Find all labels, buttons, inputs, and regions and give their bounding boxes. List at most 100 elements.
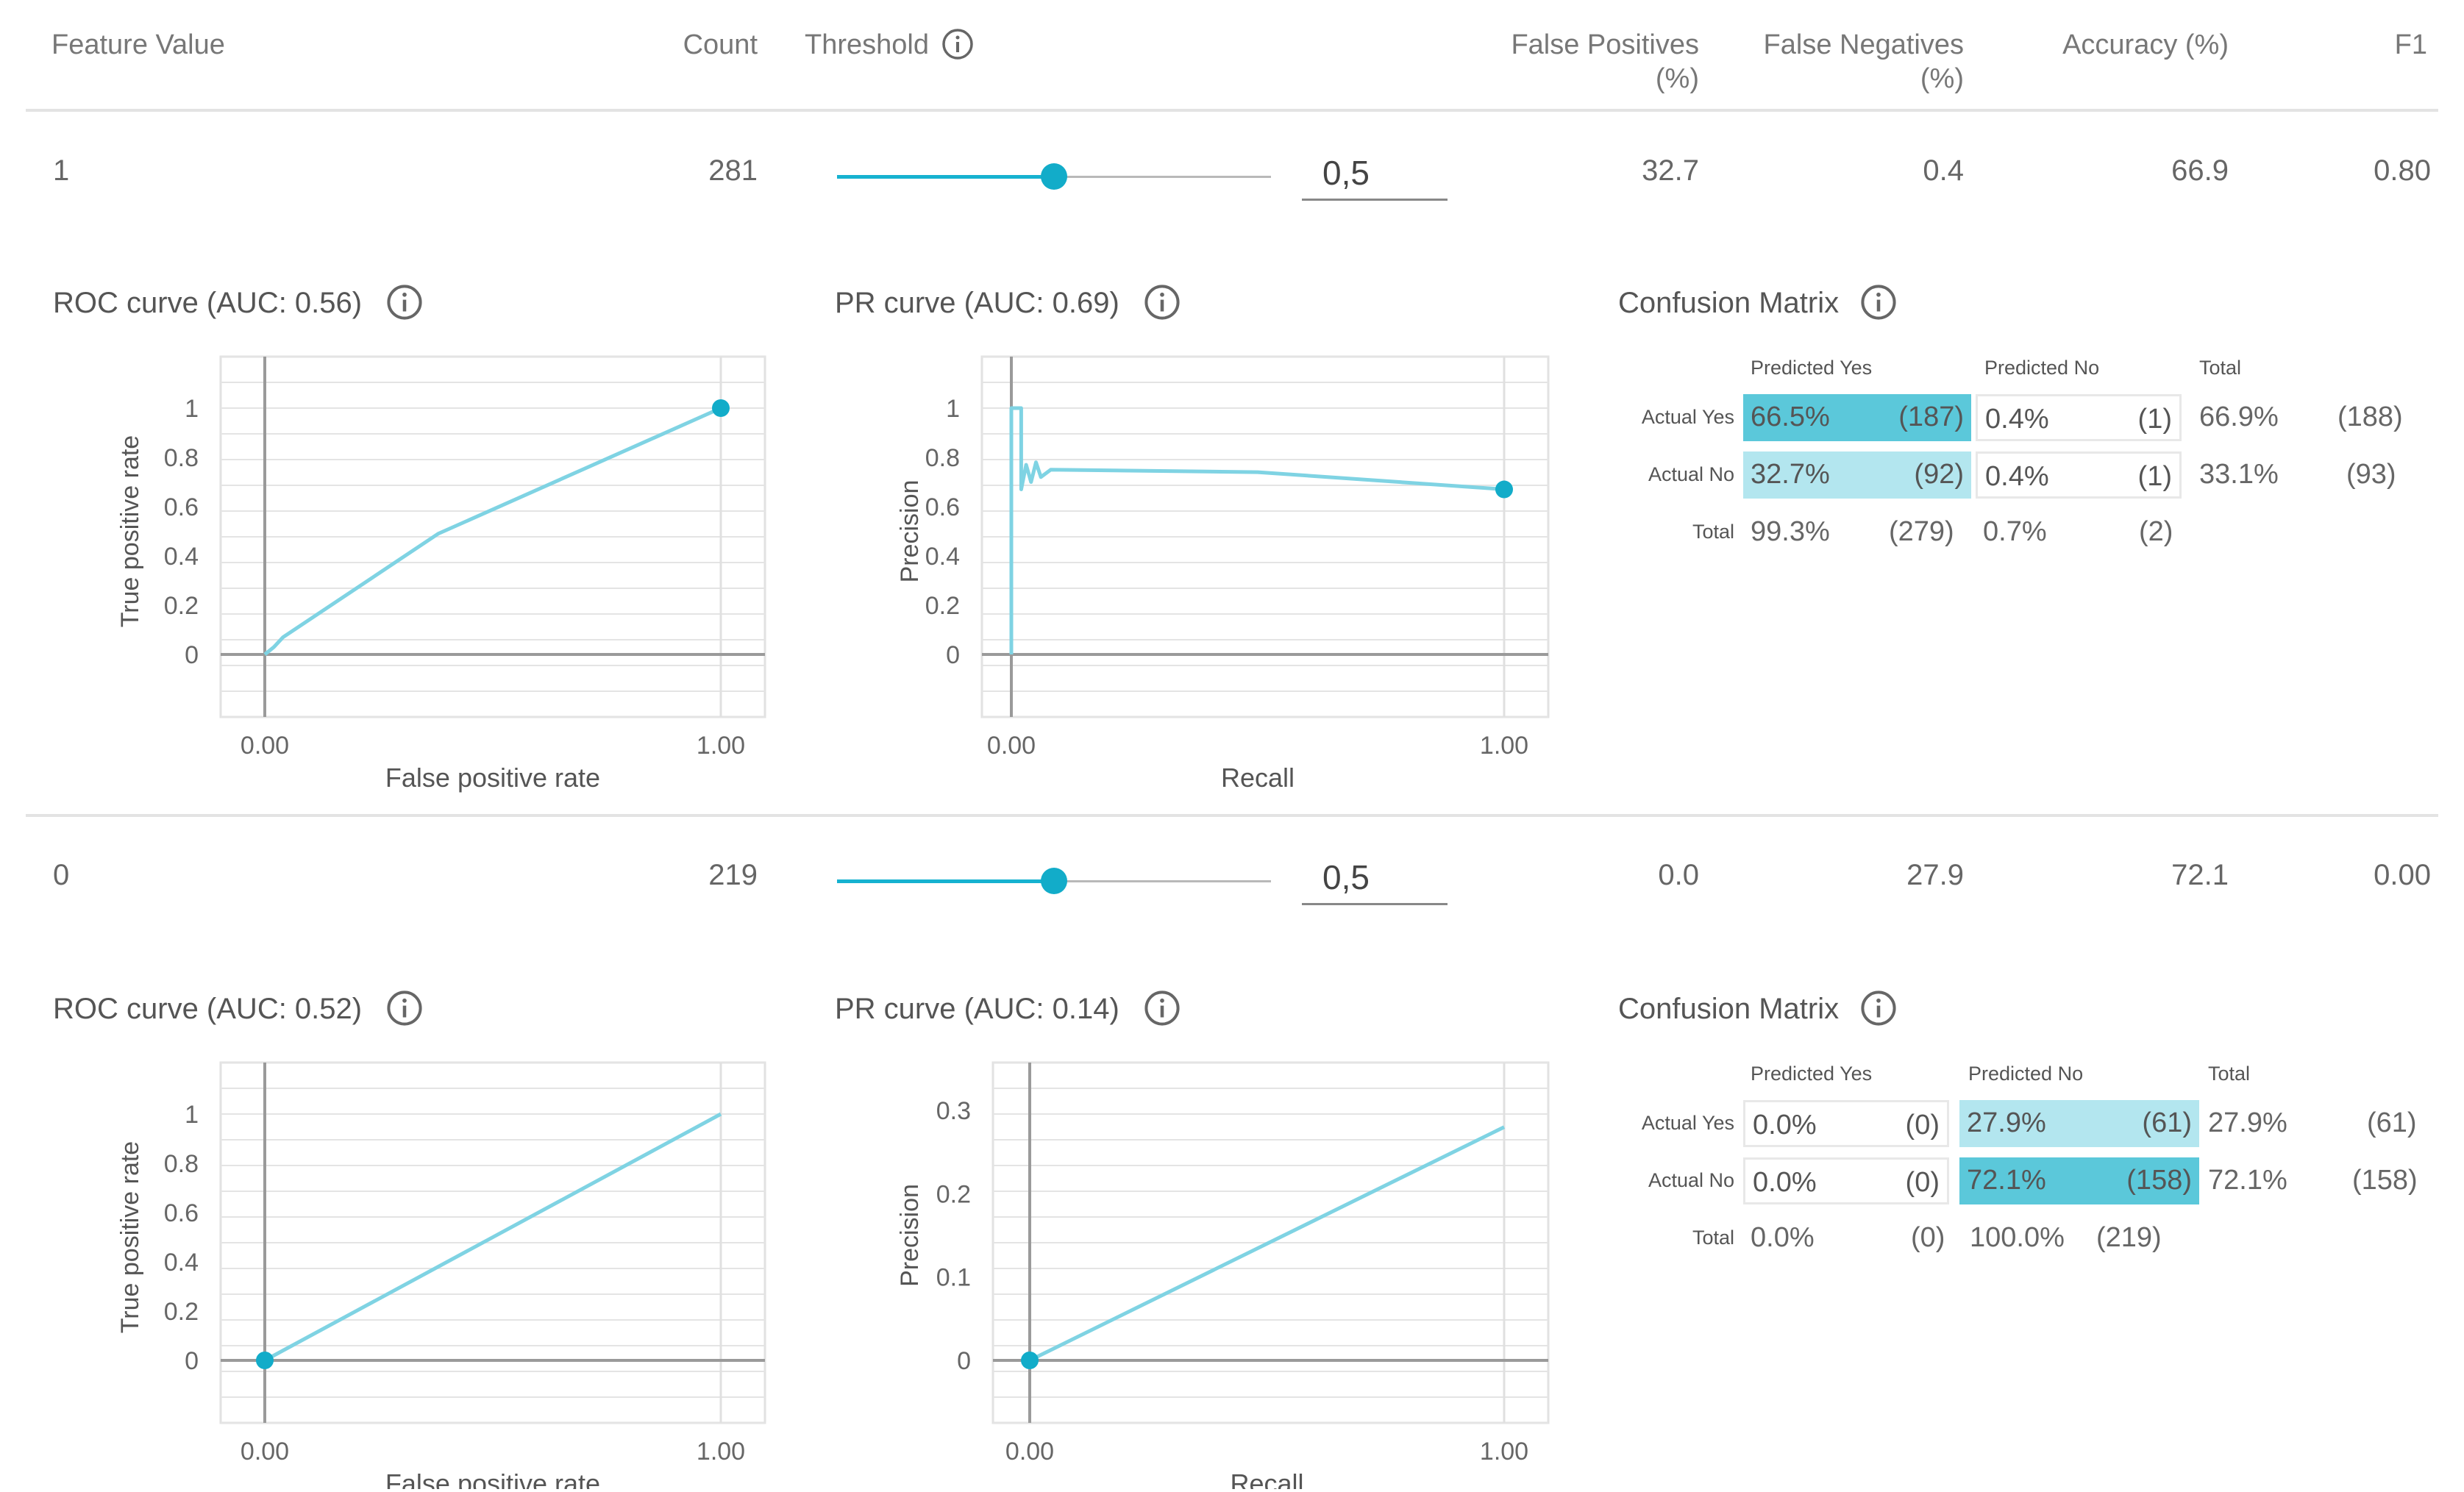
info-icon[interactable] <box>1144 990 1181 1027</box>
header-false-positives-l1: False Positives <box>1511 29 1699 60</box>
cm-cell: 0.4% (1) <box>1976 451 2182 499</box>
y-tick-label: 0.4 <box>164 1249 199 1277</box>
pr-curve-title: PR curve (AUC: 0.14) <box>835 990 1181 1027</box>
cm-row-label: Total <box>1692 521 1734 543</box>
info-icon[interactable] <box>1860 284 1897 321</box>
row-f1: 0.00 <box>2374 859 2431 891</box>
cm-row-label: Total <box>1692 1227 1734 1249</box>
cm-cell-count: (1) <box>2137 461 2172 492</box>
curve-line <box>263 406 722 656</box>
y-tick-label: 0 <box>185 1347 199 1375</box>
header-false-positives: False Positives (%) <box>1412 28 1699 96</box>
y-tick-label: 0 <box>957 1347 971 1375</box>
y-tick-label: 0.8 <box>925 444 960 472</box>
cm-total-pct: 72.1% <box>2208 1165 2287 1196</box>
x-tick-label: 1.00 <box>1480 1438 1528 1466</box>
cm-cell: 66.5% (187) <box>1743 394 1971 441</box>
info-icon[interactable] <box>1144 284 1181 321</box>
cm-col-header: Total <box>2208 1063 2251 1085</box>
y-tick-label: 0 <box>185 641 199 669</box>
y-axis-label: True positive rate <box>116 435 144 627</box>
x-tick-label: 0.00 <box>987 732 1036 760</box>
threshold-slider[interactable] <box>837 154 1271 199</box>
x-axis-label: Recall <box>1230 1468 1303 1489</box>
y-tick-label: 0.6 <box>925 493 960 521</box>
confusion-matrix-title-text: Confusion Matrix <box>1618 993 1840 1025</box>
row-false-positives: 0.0 <box>1658 859 1699 891</box>
y-tick-label: 0.2 <box>936 1180 971 1208</box>
header-false-positives-l2: (%) <box>1655 63 1699 94</box>
header-false-negatives-l1: False Negatives <box>1763 29 1964 60</box>
header-threshold: Threshold <box>805 28 974 62</box>
y-tick-label: 0.6 <box>164 493 199 521</box>
cm-total-pct: 33.1% <box>2199 459 2279 490</box>
y-tick-label: 0.3 <box>936 1097 971 1125</box>
cm-cell-count: (0) <box>1905 1167 1940 1198</box>
cm-total-count: (61) <box>2367 1107 2417 1138</box>
cm-row-label: Actual Yes <box>1641 1112 1734 1134</box>
x-tick-label: 0.00 <box>1005 1438 1054 1466</box>
cm-total-pct: 66.9% <box>2199 401 2279 432</box>
cm-cell: 27.9% (61) <box>1959 1100 2199 1147</box>
info-icon[interactable] <box>941 28 974 60</box>
slider-knob[interactable] <box>1041 868 1067 894</box>
threshold-slider[interactable] <box>837 859 1271 903</box>
roc-curve-title-text: ROC curve (AUC: 0.52) <box>53 993 363 1025</box>
threshold-point <box>712 399 730 417</box>
confusion-matrix: Predicted Yes Predicted No Total Actual … <box>1611 353 2442 574</box>
cm-cell-count: (1) <box>2137 404 2172 435</box>
x-axis-label: Recall <box>1221 763 1295 793</box>
cm-cell-count: (0) <box>1905 1110 1940 1141</box>
confusion-matrix-title: Confusion Matrix <box>1618 284 1897 321</box>
cm-cell: 72.1% (158) <box>1959 1157 2199 1204</box>
cm-cell: 32.7% (92) <box>1743 451 1971 499</box>
threshold-point <box>1495 480 1513 499</box>
curve-line <box>1009 406 1505 654</box>
confusion-matrix: Predicted Yes Predicted No Total Actual … <box>1611 1059 2442 1279</box>
cm-cell-count: (92) <box>1914 459 1964 490</box>
pr-chart: 0.3 0.2 0.1 0 0.00 1.00 Recall Precision <box>896 1061 1550 1489</box>
cm-col-header: Predicted Yes <box>1751 357 1873 379</box>
row-divider <box>26 814 2438 817</box>
slider-knob[interactable] <box>1041 163 1067 190</box>
pr-curve-title-text: PR curve (AUC: 0.69) <box>835 287 1119 319</box>
cm-total-count: (93) <box>2346 459 2396 490</box>
x-tick-label: 0.00 <box>241 1438 289 1466</box>
info-icon[interactable] <box>386 284 423 321</box>
cm-col-header: Total <box>2199 357 2242 379</box>
info-icon[interactable] <box>386 990 423 1027</box>
y-axis-label: Precision <box>896 1184 924 1287</box>
threshold-input[interactable]: 0,5 <box>1302 150 1448 201</box>
y-tick-label: 0.2 <box>164 592 199 620</box>
y-tick-label: 0 <box>946 641 960 669</box>
row-accuracy: 66.9 <box>2171 154 2229 187</box>
row-feature-value: 0 <box>53 859 70 891</box>
slider-track-rest <box>1054 880 1271 882</box>
cm-cell-pct: 0.4% <box>1985 461 2049 492</box>
cm-cell-pct: 32.7% <box>1751 459 1830 490</box>
cm-cell-count: (187) <box>1898 401 1964 432</box>
cm-total-pct: 99.3% <box>1751 516 1830 547</box>
y-tick-label: 1 <box>185 395 199 423</box>
cm-row-label: Actual Yes <box>1641 406 1734 428</box>
header-accuracy: Accuracy (%) <box>2062 29 2229 60</box>
row-false-negatives: 0.4 <box>1923 154 1964 187</box>
header-feature-value: Feature Value <box>51 29 225 60</box>
row-count: 281 <box>708 154 758 187</box>
y-axis-label: True positive rate <box>116 1141 144 1333</box>
cm-cell-pct: 0.4% <box>1985 404 2049 435</box>
cm-row-label: Actual No <box>1648 463 1734 485</box>
roc-curve-title-text: ROC curve (AUC: 0.56) <box>53 287 363 319</box>
info-icon[interactable] <box>1860 990 1897 1027</box>
cm-total-count: (158) <box>2352 1165 2418 1196</box>
cm-total-count: (2) <box>2139 516 2173 547</box>
x-axis-label: False positive rate <box>385 763 600 793</box>
threshold-input[interactable]: 0,5 <box>1302 854 1448 905</box>
cm-cell-pct: 66.5% <box>1751 401 1830 432</box>
pr-curve-title-text: PR curve (AUC: 0.14) <box>835 993 1119 1025</box>
x-axis-label: False positive rate <box>385 1468 600 1489</box>
slider-track-fill <box>837 879 1054 883</box>
row-feature-value: 1 <box>53 154 70 187</box>
y-tick-label: 0.8 <box>164 1150 199 1178</box>
confusion-matrix-title-text: Confusion Matrix <box>1618 287 1840 319</box>
